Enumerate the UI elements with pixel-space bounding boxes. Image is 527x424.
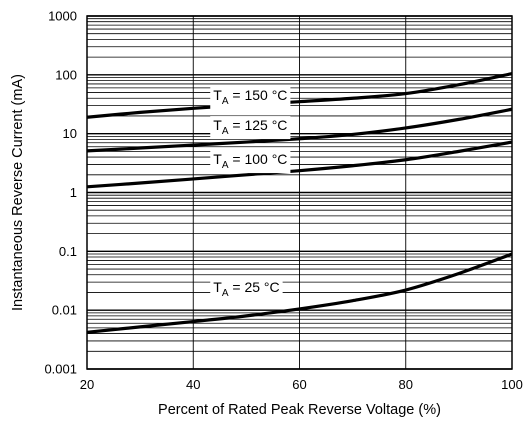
- series-line-3: [86, 252, 513, 334]
- curve-label-text: TA = 125 °C: [213, 117, 287, 137]
- x-tick-labels: 20 40 60 80 100: [80, 377, 523, 392]
- plot-frame: [86, 15, 513, 370]
- series-line-2: [86, 140, 513, 189]
- label-rest: = 125 °C: [228, 117, 287, 133]
- curve-labels: TA = 150 °CTA = 125 °CTA = 100 °CTA = 25…: [210, 86, 291, 301]
- label-sub: A: [222, 96, 229, 107]
- label-main: T: [213, 279, 222, 295]
- x-axis-label: Percent of Rated Peak Reverse Voltage (%…: [158, 402, 441, 418]
- x-tick-label: 100: [501, 377, 523, 392]
- y-tick-label: 0.1: [59, 244, 77, 259]
- grid: [87, 15, 512, 370]
- curve-label-0: TA = 150 °C: [210, 86, 291, 110]
- x-tick-label: 80: [399, 377, 413, 392]
- curve-label-1: TA = 125 °C: [210, 116, 291, 140]
- y-tick-labels: 0.001 0.01 0.1 1 10 100 1000: [44, 9, 77, 377]
- label-main: T: [213, 117, 222, 133]
- curve-label-bg: [210, 150, 291, 174]
- y-tick-label: 0.001: [44, 362, 77, 377]
- curve-label-bg: [210, 277, 283, 301]
- label-sub: A: [222, 126, 229, 137]
- x-tick-label: 60: [292, 377, 306, 392]
- x-tick-label: 20: [80, 377, 94, 392]
- label-rest: = 150 °C: [228, 87, 287, 103]
- y-axis-label: Instantaneous Reverse Current (mA): [10, 74, 26, 311]
- curve-label-3: TA = 25 °C: [210, 277, 283, 301]
- label-rest: = 25 °C: [228, 279, 279, 295]
- x-tick-label: 40: [186, 377, 200, 392]
- y-tick-label: 1: [70, 185, 77, 200]
- y-tick-label: 0.01: [52, 303, 77, 318]
- label-main: T: [213, 87, 222, 103]
- label-sub: A: [222, 160, 229, 171]
- curve-label-text: TA = 100 °C: [213, 151, 287, 171]
- label-rest: = 100 °C: [228, 151, 287, 167]
- curve-label-2: TA = 100 °C: [210, 150, 291, 174]
- curve-label-text: TA = 150 °C: [213, 87, 287, 107]
- label-main: T: [213, 151, 222, 167]
- y-tick-label: 100: [55, 67, 77, 82]
- curve-label-text: TA = 25 °C: [213, 279, 279, 299]
- curve-label-bg: [210, 86, 291, 110]
- series-group: [86, 72, 513, 334]
- series-line-1: [86, 107, 513, 153]
- label-sub: A: [222, 288, 229, 299]
- y-tick-label: 1000: [48, 9, 77, 24]
- y-tick-label: 10: [63, 126, 77, 141]
- series-line-0: [86, 72, 513, 119]
- curve-label-bg: [210, 116, 291, 140]
